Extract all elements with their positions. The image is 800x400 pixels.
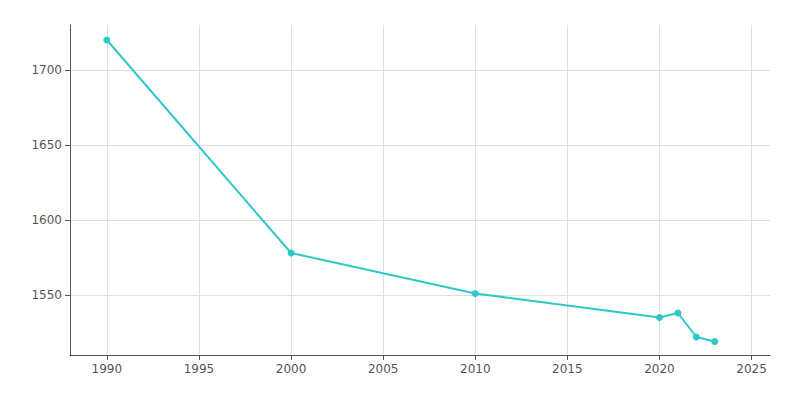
svg-text:2020: 2020 — [644, 362, 675, 376]
svg-text:2025: 2025 — [736, 362, 767, 376]
svg-text:1600: 1600 — [31, 213, 62, 227]
svg-text:1550: 1550 — [31, 288, 62, 302]
svg-text:2010: 2010 — [460, 362, 491, 376]
svg-text:1995: 1995 — [184, 362, 215, 376]
svg-text:1990: 1990 — [92, 362, 123, 376]
svg-text:1650: 1650 — [31, 138, 62, 152]
svg-text:1700: 1700 — [31, 63, 62, 77]
svg-text:2000: 2000 — [276, 362, 307, 376]
svg-text:2005: 2005 — [368, 362, 399, 376]
svg-text:2015: 2015 — [552, 362, 583, 376]
